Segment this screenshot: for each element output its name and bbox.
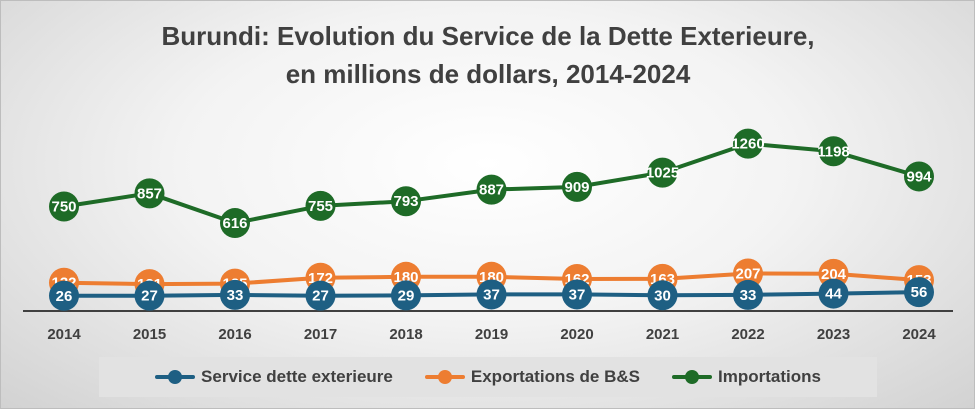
data-label-exportations-de-b-s: 180	[393, 269, 418, 286]
series-importations: 750 857 616 755 793 887 909 1025 1260 1198 994	[49, 128, 934, 239]
data-point-service-dette-exterieure	[562, 279, 592, 310]
x-axis-ticks: 2014 2015 2016 2017 2018 2019 2020 2021 2022 2023…	[47, 326, 936, 343]
chart-title-line-2: en millions de dollars, 2014-2024	[286, 59, 691, 89]
data-label-importations: 887	[479, 182, 504, 199]
data-point-service-dette-exterieure	[818, 278, 849, 309]
data-point-service-dette-exterieure	[476, 279, 507, 310]
data-label-importations: 1198	[817, 143, 850, 160]
data-label-service-dette-exterieure: 56	[911, 284, 928, 301]
data-point-importations	[562, 171, 592, 202]
data-point-exportations-de-b-s	[733, 258, 763, 289]
data-label-exportations-de-b-s: 207	[735, 265, 760, 282]
data-point-service-dette-exterieure	[49, 280, 79, 311]
data-label-importations: 994	[906, 168, 932, 185]
legend-label-service-dette: Service dette exterieure	[201, 367, 393, 386]
data-point-importations	[476, 174, 507, 205]
data-label-importations: 1260	[731, 136, 764, 153]
x-tick-label: 2024	[902, 326, 936, 343]
x-tick-label: 2020	[560, 326, 593, 343]
data-point-service-dette-exterieure	[305, 280, 336, 311]
x-tick-label: 2014	[47, 326, 81, 343]
data-label-importations: 755	[308, 198, 333, 215]
x-tick-label: 2016	[218, 326, 251, 343]
data-label-importations: 750	[51, 199, 76, 216]
x-tick-label: 2022	[731, 326, 764, 343]
legend-item-service-dette: Service dette exterieure	[155, 367, 393, 387]
data-point-service-dette-exterieure	[647, 280, 678, 311]
data-point-importations	[305, 190, 336, 221]
data-point-importations	[647, 157, 678, 188]
legend-swatch-service-dette	[155, 370, 196, 384]
data-point-importations	[134, 178, 165, 209]
data-point-importations	[733, 128, 763, 159]
data-label-exportations-de-b-s: 204	[821, 266, 847, 283]
data-point-service-dette-exterieure	[733, 279, 763, 310]
data-point-importations	[818, 136, 849, 167]
data-label-service-dette-exterieure: 26	[56, 288, 73, 305]
legend-marker	[168, 370, 183, 384]
data-point-importations	[391, 186, 421, 217]
series-layer: 7508576167557938879091025126011989941321…	[49, 128, 934, 311]
x-tick-label: 2015	[133, 326, 166, 343]
data-point-service-dette-exterieure	[904, 277, 934, 308]
legend-marker	[684, 370, 699, 384]
data-label-service-dette-exterieure: 29	[398, 287, 415, 304]
data-label-service-dette-exterieure: 44	[825, 286, 842, 303]
legend-swatch-exportations	[424, 370, 465, 384]
x-tick-label: 2021	[646, 326, 679, 343]
data-label-service-dette-exterieure: 33	[740, 287, 757, 304]
legend-marker	[437, 370, 452, 384]
data-point-service-dette-exterieure	[391, 280, 421, 311]
legend-label-exportations: Exportations de B&S	[470, 367, 640, 386]
chart-title-line-1: Burundi: Evolution du Service de la Dett…	[161, 21, 814, 51]
data-label-service-dette-exterieure: 27	[312, 288, 329, 305]
data-label-importations: 616	[222, 215, 247, 232]
data-point-service-dette-exterieure	[134, 280, 165, 311]
data-label-service-dette-exterieure: 27	[141, 288, 158, 305]
x-tick-label: 2019	[475, 326, 508, 343]
legend: Service dette exterieure Exportations de…	[99, 357, 877, 397]
data-label-importations: 793	[393, 193, 418, 210]
data-label-importations: 1025	[646, 165, 679, 182]
data-point-service-dette-exterieure	[220, 279, 250, 310]
data-label-service-dette-exterieure: 33	[227, 287, 244, 304]
data-label-service-dette-exterieure: 37	[569, 286, 586, 303]
x-tick-label: 2017	[304, 326, 337, 343]
legend-item-importations: Importations	[671, 367, 821, 387]
data-point-importations	[49, 191, 79, 222]
data-label-service-dette-exterieure: 37	[483, 286, 500, 303]
data-point-importations	[220, 208, 250, 239]
data-label-importations: 857	[137, 185, 162, 202]
legend-label-importations: Importations	[717, 367, 821, 386]
x-tick-label: 2023	[817, 326, 850, 343]
data-label-importations: 909	[564, 179, 589, 196]
legend-swatch-importations	[671, 370, 712, 384]
x-tick-label: 2018	[389, 326, 422, 343]
legend-item-exportations: Exportations de B&S	[424, 367, 640, 387]
series-service-dette-exterieure: 26 27 33 27 29 37 37 30 33 44 56	[49, 277, 934, 311]
data-label-service-dette-exterieure: 30	[654, 287, 671, 304]
data-point-importations	[904, 161, 934, 192]
